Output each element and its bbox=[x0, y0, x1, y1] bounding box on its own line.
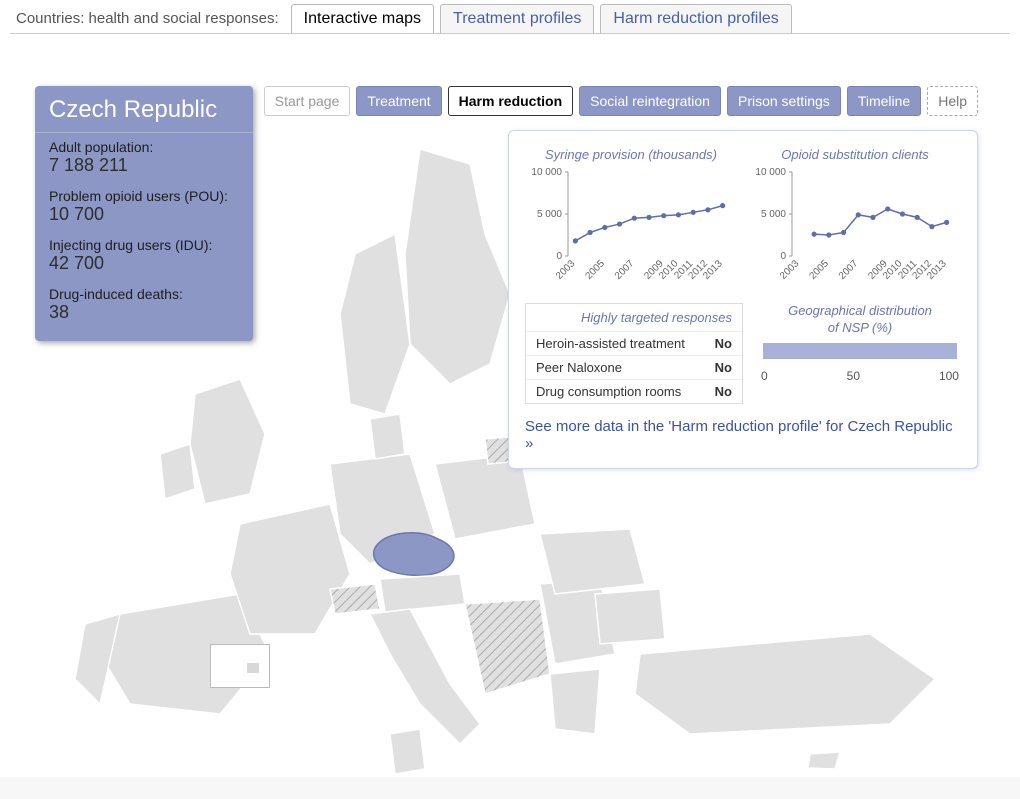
map-country[interactable] bbox=[635, 634, 935, 734]
response-label: Heroin-assisted treatment bbox=[536, 336, 685, 351]
country-stat-row: Adult population:7 188 211 bbox=[35, 133, 253, 182]
opioid-chart: Opioid substitution clients 0 5 000 10 000… bbox=[749, 147, 961, 291]
geo-axis-0: 0 bbox=[761, 369, 768, 383]
svg-text:10 000: 10 000 bbox=[755, 167, 786, 178]
geo-bar-fill bbox=[763, 343, 957, 359]
subtab-treatment[interactable]: Treatment bbox=[356, 86, 441, 116]
map-country-selected[interactable] bbox=[374, 533, 454, 576]
country-stat-value: 7 188 211 bbox=[49, 155, 239, 180]
svg-text:2007: 2007 bbox=[613, 258, 637, 282]
svg-text:2005: 2005 bbox=[583, 258, 607, 282]
map-country[interactable] bbox=[595, 589, 665, 644]
view-subtabs: Start pageTreatmentHarm reductionSocial … bbox=[264, 86, 978, 116]
country-stat-label: Injecting drug users (IDU): bbox=[49, 237, 239, 253]
topbar-label: Countries: health and social responses: bbox=[10, 10, 285, 33]
response-value: No bbox=[715, 360, 732, 375]
geo-axis: 0 50 100 bbox=[759, 369, 961, 383]
country-stat-row: Problem opioid users (POU):10 700 bbox=[35, 182, 253, 231]
response-row: Peer Naloxone No bbox=[526, 356, 742, 380]
country-stat-value: 38 bbox=[49, 302, 239, 327]
map-country[interactable] bbox=[370, 414, 405, 459]
response-label: Peer Naloxone bbox=[536, 360, 622, 375]
country-stat-row: Injecting drug users (IDU):42 700 bbox=[35, 231, 253, 280]
top-tab[interactable]: Interactive maps bbox=[291, 4, 434, 33]
geo-distribution: Geographical distribution of NSP (%) 0 5… bbox=[759, 303, 961, 383]
geo-title-line1: Geographical distribution bbox=[788, 303, 932, 318]
detail-panel: Syringe provision (thousands) 0 5 000 10 0… bbox=[508, 130, 978, 469]
subtab-help[interactable]: Help bbox=[927, 86, 978, 116]
country-title: Czech Republic bbox=[35, 86, 253, 133]
subtab-prison-settings[interactable]: Prison settings bbox=[727, 86, 841, 116]
svg-text:2005: 2005 bbox=[807, 258, 831, 282]
country-stat-row: Drug-induced deaths:38 bbox=[35, 280, 253, 341]
svg-text:2007: 2007 bbox=[837, 258, 861, 282]
svg-text:5 000: 5 000 bbox=[537, 209, 562, 220]
geo-axis-50: 50 bbox=[847, 369, 860, 383]
opioid-chart-title: Opioid substitution clients bbox=[749, 147, 961, 162]
map-country[interactable] bbox=[190, 379, 265, 504]
map-country-hatched[interactable] bbox=[330, 584, 380, 614]
svg-text:10 000: 10 000 bbox=[531, 167, 562, 178]
country-stat-value: 10 700 bbox=[49, 204, 239, 229]
geo-title-line2: of NSP (%) bbox=[828, 320, 893, 335]
geo-bar-track bbox=[763, 343, 957, 359]
responses-table: Highly targeted responses Heroin-assiste… bbox=[525, 303, 743, 404]
top-tab[interactable]: Treatment profiles bbox=[440, 4, 594, 33]
more-data-link[interactable]: See more data in the 'Harm reduction pro… bbox=[525, 418, 961, 452]
map-country-hatched[interactable] bbox=[465, 599, 550, 694]
page-root: Countries: health and social responses: … bbox=[0, 0, 1020, 777]
svg-text:0: 0 bbox=[556, 251, 562, 262]
map-country[interactable] bbox=[540, 529, 645, 594]
content-area: Czech Republic Adult population:7 188 21… bbox=[10, 34, 1010, 44]
top-tabs-bar: Countries: health and social responses: … bbox=[10, 0, 1010, 34]
subtab-harm-reduction[interactable]: Harm reduction bbox=[448, 86, 573, 116]
map-country[interactable] bbox=[160, 444, 195, 499]
malta-inset[interactable] bbox=[210, 644, 270, 688]
map-country[interactable] bbox=[370, 609, 480, 744]
response-row: Heroin-assisted treatment No bbox=[526, 332, 742, 356]
response-value: No bbox=[715, 384, 732, 399]
map-country[interactable] bbox=[405, 149, 510, 384]
country-stat-label: Problem opioid users (POU): bbox=[49, 188, 239, 204]
syringe-chart: Syringe provision (thousands) 0 5 000 10 0… bbox=[525, 147, 737, 291]
country-stat-label: Adult population: bbox=[49, 139, 239, 155]
svg-text:0: 0 bbox=[780, 251, 786, 262]
syringe-chart-title: Syringe provision (thousands) bbox=[525, 147, 737, 162]
subtab-start-page[interactable]: Start page bbox=[264, 86, 351, 116]
country-info-card: Czech Republic Adult population:7 188 21… bbox=[35, 86, 253, 341]
subtab-timeline[interactable]: Timeline bbox=[847, 86, 921, 116]
middle-row: Highly targeted responses Heroin-assiste… bbox=[525, 303, 961, 404]
map-country[interactable] bbox=[550, 669, 600, 734]
syringe-chart-svg: 05 00010 0002003200520072009201020112012… bbox=[525, 166, 737, 286]
svg-text:5 000: 5 000 bbox=[761, 209, 786, 220]
responses-title: Highly targeted responses bbox=[526, 304, 742, 332]
map-country[interactable] bbox=[380, 574, 465, 612]
charts-row: Syringe provision (thousands) 0 5 000 10 0… bbox=[525, 147, 961, 291]
country-stat-value: 42 700 bbox=[49, 253, 239, 278]
opioid-chart-svg: 05 00010 0002003200520072009201020112012… bbox=[749, 166, 961, 286]
geo-axis-100: 100 bbox=[939, 369, 959, 383]
country-stat-label: Drug-induced deaths: bbox=[49, 286, 239, 302]
subtab-social-reintegration[interactable]: Social reintegration bbox=[579, 86, 721, 116]
response-label: Drug consumption rooms bbox=[536, 384, 681, 399]
response-row: Drug consumption rooms No bbox=[526, 380, 742, 403]
map-country[interactable] bbox=[390, 729, 425, 774]
geo-title: Geographical distribution of NSP (%) bbox=[759, 303, 961, 337]
response-value: No bbox=[715, 336, 732, 351]
map-country[interactable] bbox=[230, 504, 350, 634]
top-tab[interactable]: Harm reduction profiles bbox=[600, 4, 791, 33]
map-country[interactable] bbox=[340, 234, 410, 414]
map-country[interactable] bbox=[808, 752, 840, 769]
